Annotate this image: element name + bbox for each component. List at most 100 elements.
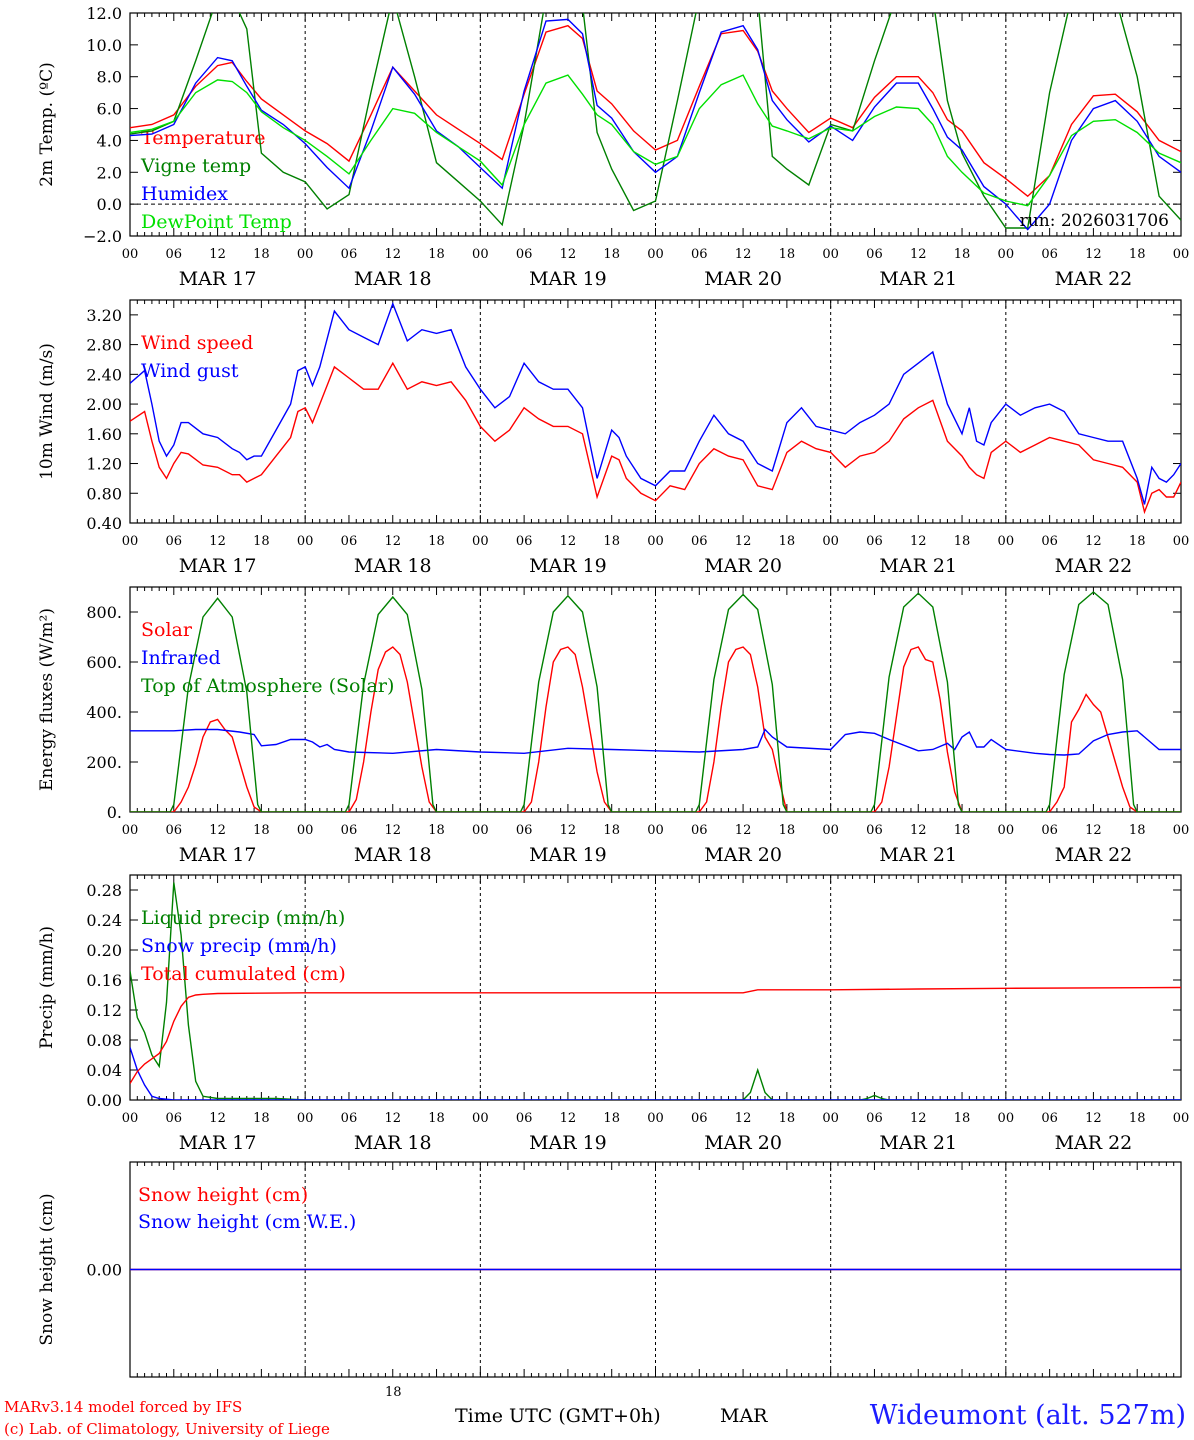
x-tick-label: 18 [779,823,796,838]
x-tick-label: 00 [1173,823,1190,838]
x-tick-label: 06 [516,823,533,838]
x-tick-label: 18 [1129,823,1146,838]
x-tick-label: 06 [866,823,883,838]
series-line-vigne-temp [130,13,1181,229]
day-label: MAR 19 [529,555,607,577]
x-tick-label: 12 [1085,1111,1102,1126]
y-tick-label: 12.0 [86,4,122,23]
panel-snow: 0.00 Snow height (cm) Snow height (cm) Snow… [37,1161,1182,1378]
legend-snow-precip-mm-h-: Snow precip (mm/h) [141,935,337,957]
day-label: MAR 21 [879,555,957,577]
x-tick-label: 18 [603,247,620,262]
y-tick-label: 0.40 [86,514,122,533]
x-tick-label: 00 [822,823,839,838]
day-label: MAR 22 [1055,844,1133,866]
x-tick-label: 18 [253,1111,270,1126]
x-tick-label: 00 [472,534,489,549]
x-tick-label: 12 [209,1111,226,1126]
panel-temp: −2.0 0.0 2.0 4.0 6.0 8.0 10.0 12.0 2m Temp. (ºC)… [37,4,1189,290]
legend-infrared: Infrared [141,647,221,669]
y-tick-label: 0.04 [86,1061,122,1080]
legend-snow-height-cm-: Snow height (cm) [138,1184,308,1206]
plot-frame [129,299,1182,524]
x-tick-label: 12 [209,823,226,838]
lab-credit: (c) Lab. of Climatology, University of L… [4,1420,330,1438]
x-tick-label: 06 [341,823,358,838]
x-tick-label: 12 [1085,823,1102,838]
y-tick-label: 6.0 [97,100,122,119]
start-day-label: 18 [385,1385,402,1400]
x-tick-label: 12 [209,534,226,549]
x-tick-label: 12 [384,534,401,549]
station-title: Wideumont (alt. 527m) [869,1400,1186,1431]
x-tick-label: 06 [866,534,883,549]
y-tick-label: 600. [86,653,122,672]
x-tick-label: 12 [560,534,577,549]
series-line-wind-gust [130,301,1181,505]
y-tick-label: 200. [86,753,122,772]
x-tick-label: 00 [122,247,139,262]
legend-vigne-temp: Vigne temp [140,155,251,177]
x-tick-label: 12 [735,1111,752,1126]
x-tick-label: 06 [866,1111,883,1126]
y-tick-label: 0.28 [86,881,122,900]
x-tick-label: 18 [1129,1111,1146,1126]
y-axis-title: 2m Temp. (ºC) [37,62,57,187]
x-tick-label: 18 [603,534,620,549]
x-tick-label: 06 [1041,534,1058,549]
x-tick-label: 12 [910,823,927,838]
time-axis-title: Time UTC (GMT+0h) [455,1405,661,1427]
x-tick-label: 00 [998,823,1015,838]
legend-snow-height-cm-w-e-: Snow height (cm W.E.) [138,1211,356,1233]
x-tick-label: 00 [122,823,139,838]
plot-frame [129,586,1182,813]
x-tick-label: 06 [691,247,708,262]
panel-precip: 0.00 0.04 0.08 0.12 0.16 0.20 0.24 0.28 Precip (… [37,874,1190,1154]
x-tick-label: 12 [735,534,752,549]
legend-dewpoint-temp: DewPoint Temp [141,211,292,233]
x-tick-label: 12 [560,247,577,262]
day-label: MAR 18 [354,1132,432,1154]
y-tick-label: 0. [107,803,122,822]
x-tick-label: 00 [122,1111,139,1126]
x-tick-label: 18 [954,247,971,262]
x-tick-label: 00 [647,247,664,262]
x-tick-label: 18 [428,823,445,838]
x-tick-label: 00 [647,823,664,838]
month-label: MAR [720,1405,768,1427]
legend-solar: Solar [141,619,193,641]
day-label: MAR 20 [704,844,782,866]
legend-humidex: Humidex [141,183,228,205]
y-tick-label: 1.60 [86,425,122,444]
x-tick-label: 18 [954,1111,971,1126]
y-tick-label: 8.0 [97,68,122,87]
x-tick-label: 18 [1129,247,1146,262]
x-tick-label: 06 [341,534,358,549]
y-tick-label: 800. [86,603,122,622]
x-tick-label: 18 [428,247,445,262]
y-tick-label: 0.12 [86,1001,122,1020]
series-line-humidex [130,18,1181,231]
x-tick-label: 12 [384,823,401,838]
x-tick-label: 18 [253,247,270,262]
x-tick-label: 18 [954,534,971,549]
day-label: MAR 17 [179,1132,257,1154]
x-tick-label: 06 [341,247,358,262]
y-tick-label: 0.20 [86,941,122,960]
x-tick-label: 06 [166,247,183,262]
x-tick-label: 06 [1041,1111,1058,1126]
x-tick-label: 00 [472,823,489,838]
x-tick-label: 12 [384,247,401,262]
x-tick-label: 00 [1173,1111,1190,1126]
y-tick-label: 2.80 [86,336,122,355]
x-tick-label: 18 [253,534,270,549]
x-tick-label: 06 [516,247,533,262]
x-tick-label: 12 [735,247,752,262]
x-tick-label: 18 [428,1111,445,1126]
day-label: MAR 19 [529,268,607,290]
series-line-snow-precip-mm-h- [130,1047,1181,1100]
model-credit: MARv3.14 model forced by IFS [4,1398,243,1416]
run-annotation: run: 2026031706 [1020,211,1169,231]
day-label: MAR 20 [704,555,782,577]
x-tick-label: 12 [209,247,226,262]
